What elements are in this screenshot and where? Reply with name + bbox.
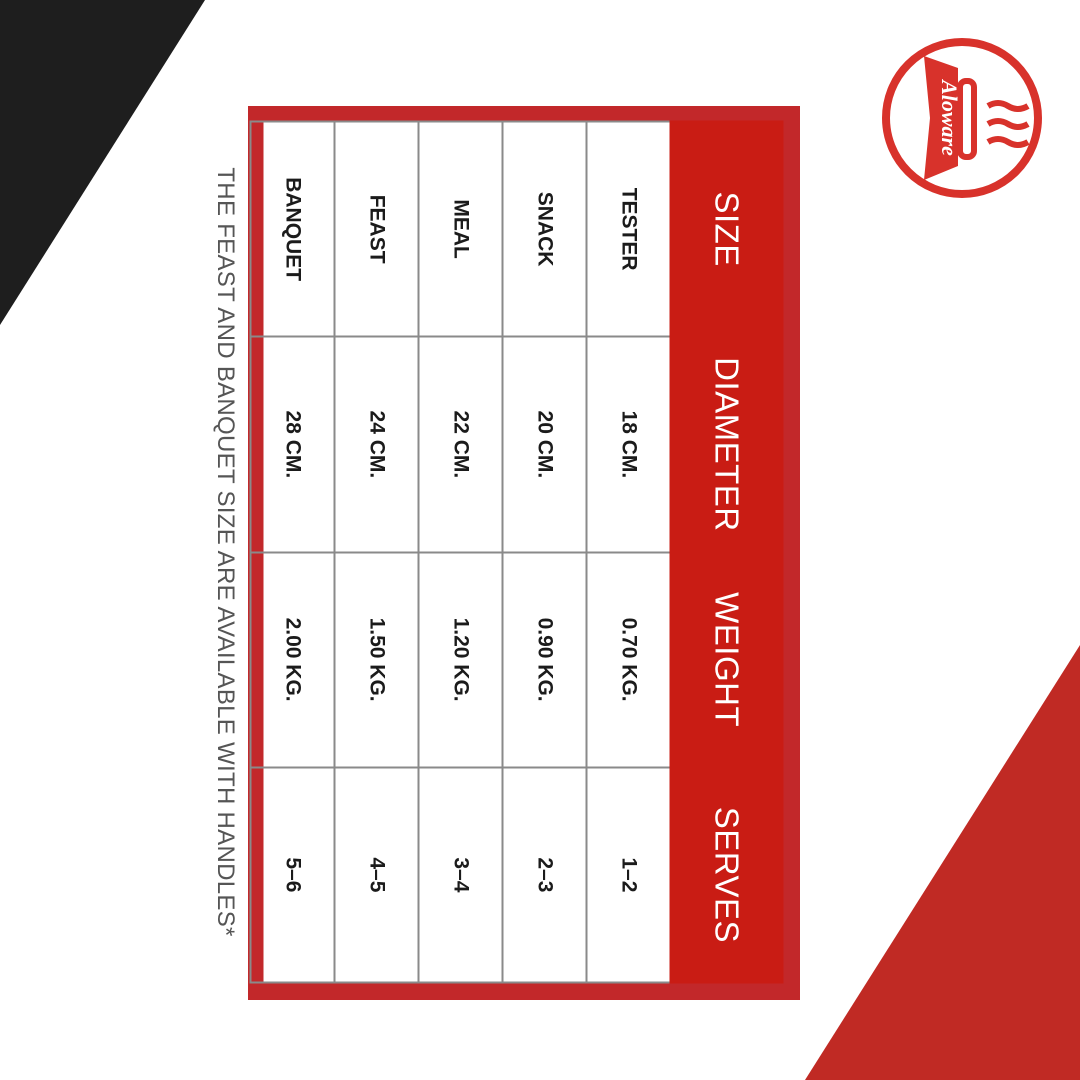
handles-note: THE FEAST AND BANQUET SIZE ARE AVAILABLE… bbox=[212, 167, 239, 937]
cell-serves: 1–2 bbox=[586, 766, 670, 982]
cell-diameter: 28 CM. bbox=[250, 336, 334, 552]
header-row: SIZE DIAMETER WEIGHT SERVES bbox=[670, 121, 782, 982]
cell-serves: 2–3 bbox=[502, 766, 586, 982]
cell-serves: 4–5 bbox=[334, 766, 418, 982]
cell-diameter: 24 CM. bbox=[334, 336, 418, 552]
cell-size: BANQUET bbox=[250, 121, 334, 337]
header-weight: WEIGHT bbox=[670, 551, 782, 767]
cell-size: SNACK bbox=[502, 121, 586, 337]
cell-weight: 1.20 KG. bbox=[418, 551, 502, 767]
table-row: FEAST 24 CM. 1.50 KG. 4–5 bbox=[334, 121, 418, 982]
cell-weight: 2.00 KG. bbox=[250, 551, 334, 767]
size-chart-table: SIZE DIAMETER WEIGHT SERVES TESTER 18 CM… bbox=[250, 120, 783, 983]
cell-weight: 1.50 KG. bbox=[334, 551, 418, 767]
header-serves: SERVES bbox=[670, 766, 782, 982]
cell-diameter: 18 CM. bbox=[586, 336, 670, 552]
cell-diameter: 22 CM. bbox=[418, 336, 502, 552]
cell-serves: 5–6 bbox=[250, 766, 334, 982]
cell-weight: 0.90 KG. bbox=[502, 551, 586, 767]
aloware-logo: Aloware bbox=[882, 38, 1042, 198]
table-row: SNACK 20 CM. 0.90 KG. 2–3 bbox=[502, 121, 586, 982]
table-row: TESTER 18 CM. 0.70 KG. 1–2 bbox=[586, 121, 670, 982]
cell-weight: 0.70 KG. bbox=[586, 551, 670, 767]
cell-diameter: 20 CM. bbox=[502, 336, 586, 552]
header-size: SIZE bbox=[670, 121, 782, 337]
cell-size: TESTER bbox=[586, 121, 670, 337]
table-row: MEAL 22 CM. 1.20 KG. 3–4 bbox=[418, 121, 502, 982]
table-row: BANQUET 28 CM. 2.00 KG. 5–6 bbox=[250, 121, 334, 982]
cell-serves: 3–4 bbox=[418, 766, 502, 982]
svg-text:Aloware: Aloware bbox=[937, 78, 962, 156]
cell-size: MEAL bbox=[418, 121, 502, 337]
header-diameter: DIAMETER bbox=[670, 336, 782, 552]
cell-size: FEAST bbox=[334, 121, 418, 337]
